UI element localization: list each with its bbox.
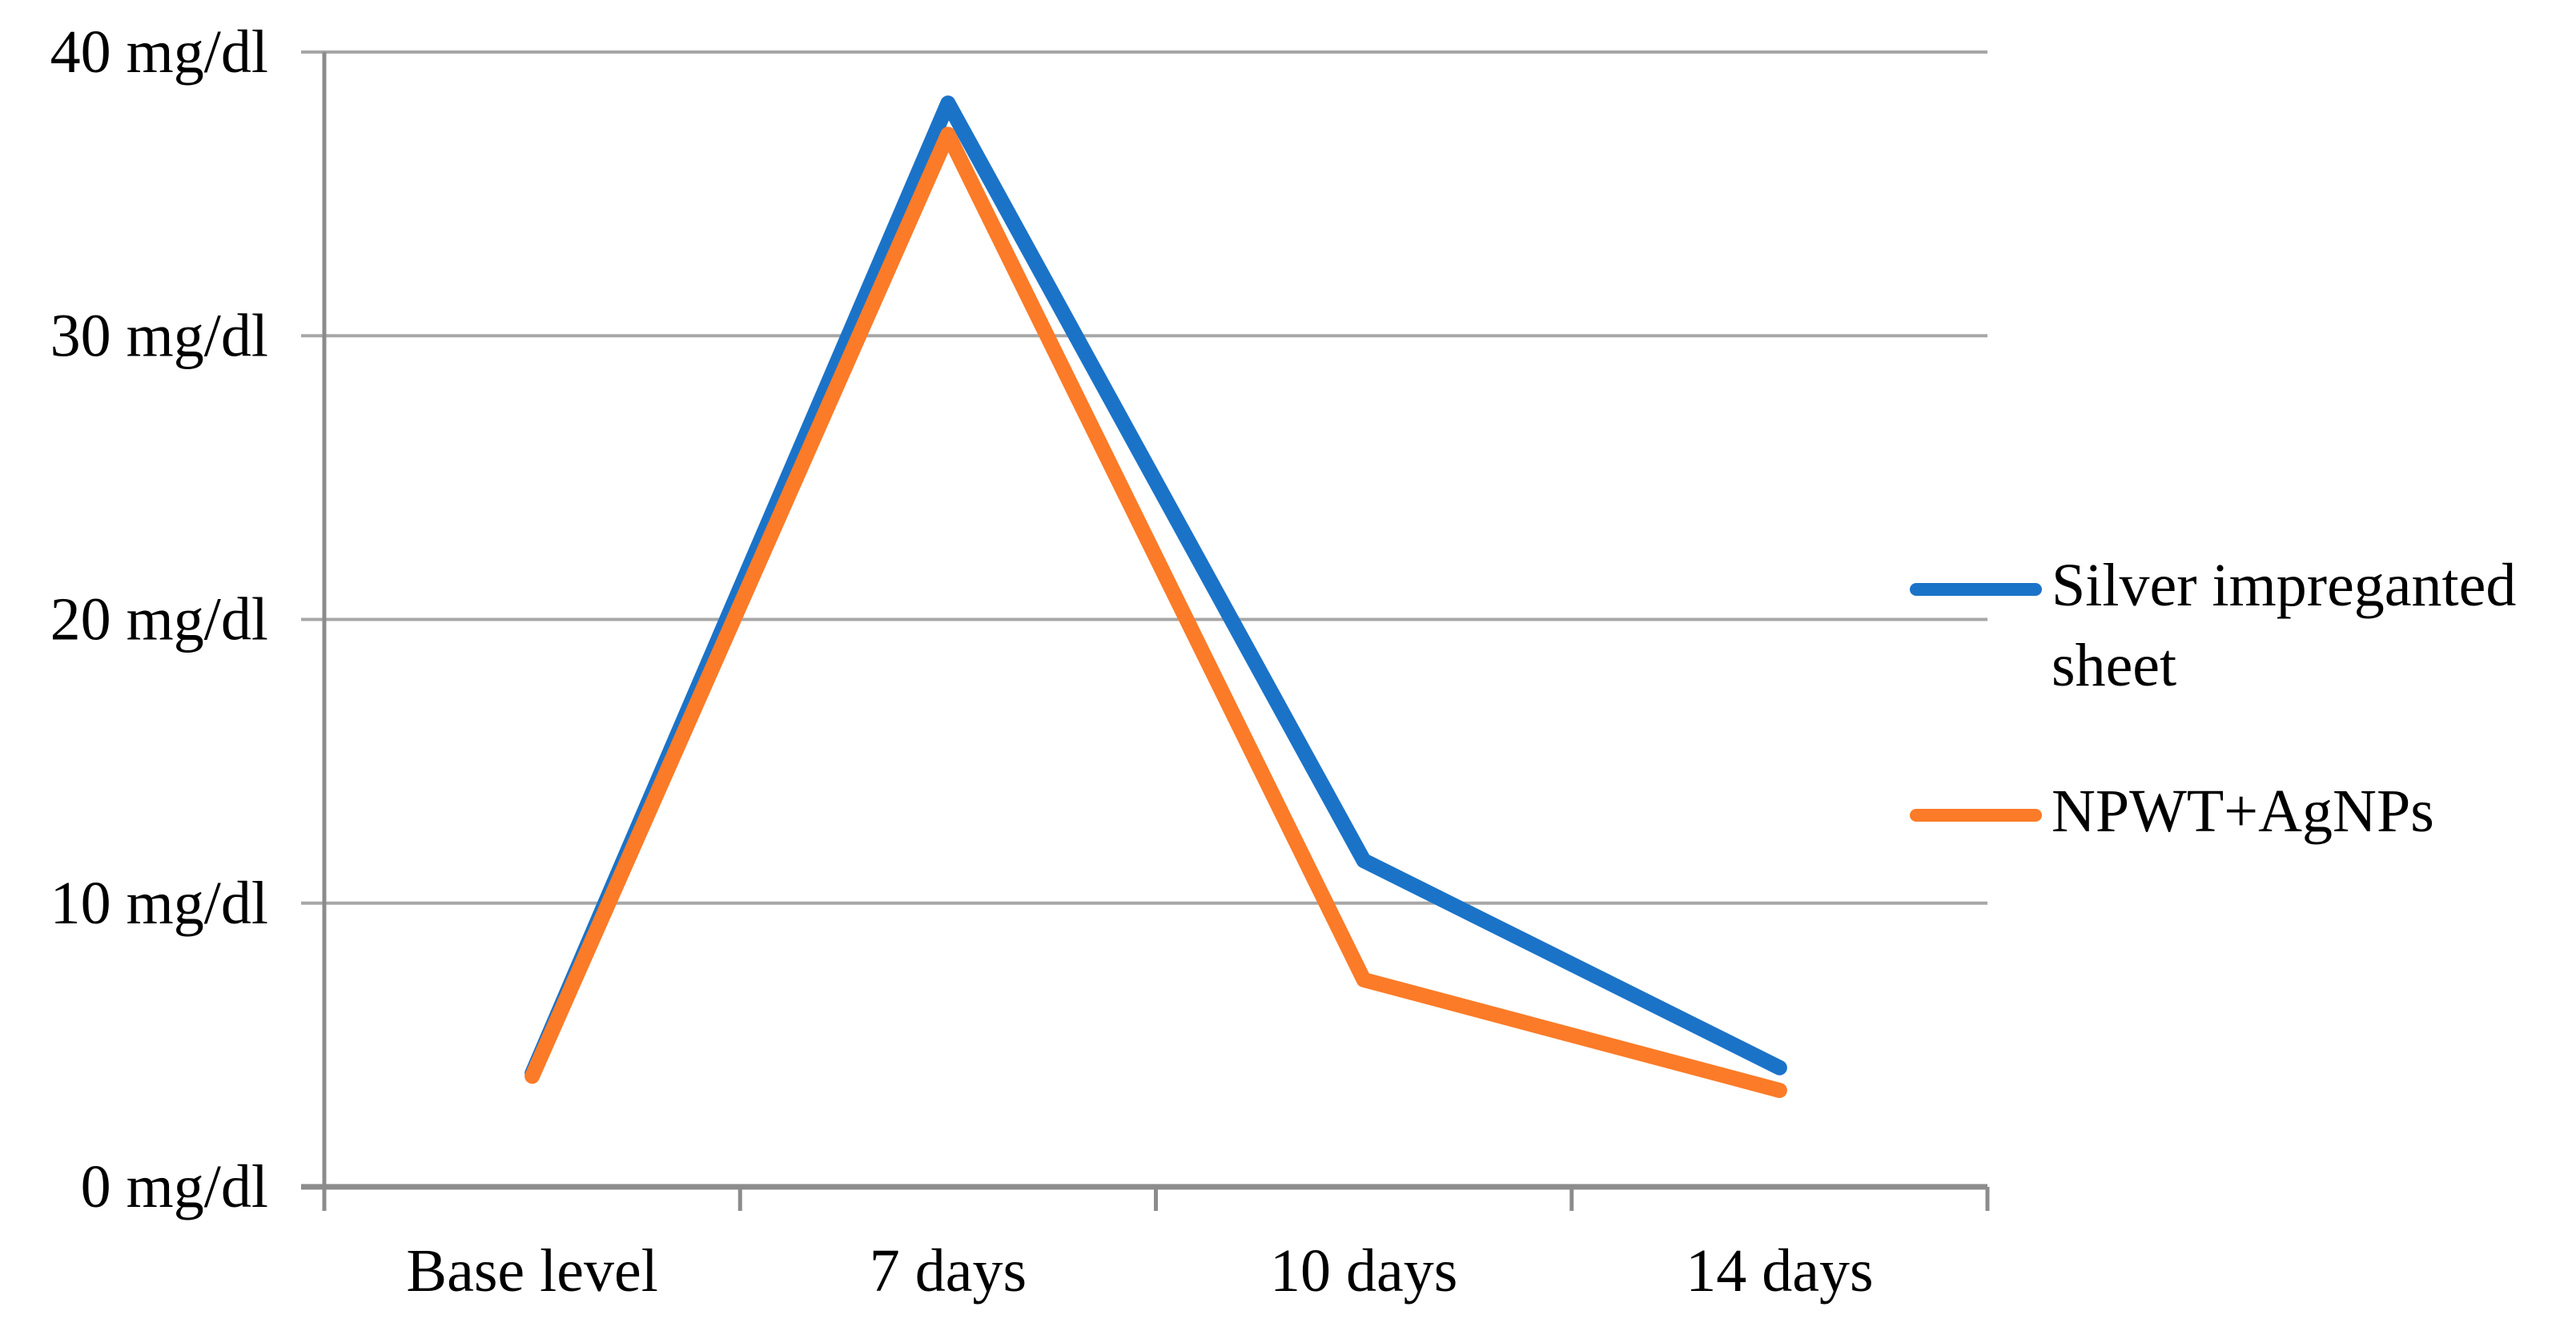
y-tick-label-0: 0 mg/dl xyxy=(81,1153,268,1220)
series-line-silver-impreganted-sheet xyxy=(524,95,1787,1081)
y-tick-label-10: 10 mg/dl xyxy=(50,870,268,937)
x-category-label-7-days: 7 days xyxy=(870,1237,1027,1305)
x-category-label-10-days: 10 days xyxy=(1270,1237,1457,1305)
y-tick-label-20: 20 mg/dl xyxy=(50,586,268,653)
y-tick-label-40: 40 mg/dl xyxy=(50,18,268,86)
x-category-label-14-days: 14 days xyxy=(1686,1237,1873,1305)
series-line-npwt-agnps xyxy=(524,127,1787,1099)
x-category-label-base-level: Base level xyxy=(406,1237,657,1305)
y-tick-label-30: 30 mg/dl xyxy=(50,302,268,369)
